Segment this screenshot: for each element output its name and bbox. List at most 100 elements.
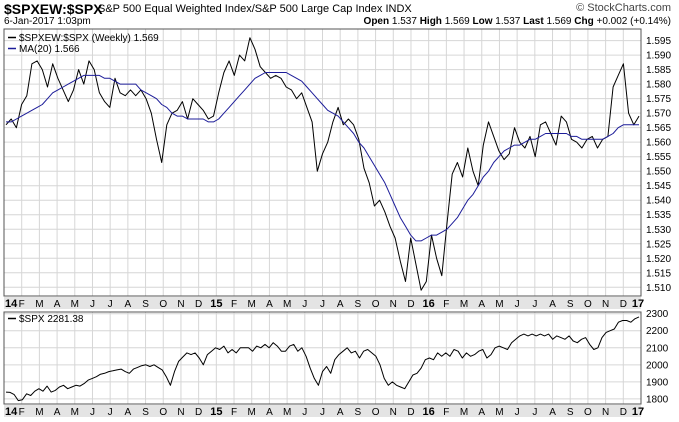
x-tick-label: F [443, 407, 449, 418]
x-tick-label: A [266, 407, 273, 418]
x-tick-label: 14 [5, 298, 18, 310]
x-tick-label: M [35, 407, 43, 418]
x-tick-label: 17 [632, 406, 644, 418]
x-tick-label: J [532, 299, 537, 310]
x-tick-label: F [231, 299, 237, 310]
y-tick-label: 1.560 [646, 138, 671, 149]
open-label: Open [363, 16, 390, 27]
ohlc-summary: Open 1.537 High 1.569 Low 1.537 Last 1.5… [364, 16, 671, 27]
x-tick-label: N [390, 299, 397, 310]
x-tick-label: N [177, 407, 184, 418]
x-tick-label: M [248, 407, 256, 418]
x-tick-label: S [142, 407, 149, 418]
x-axis-band [4, 405, 641, 417]
x-tick-label: S [355, 407, 362, 418]
series-line-2 [6, 72, 639, 242]
low-value: 1.537 [495, 16, 521, 27]
x-tick-label: 16 [423, 298, 435, 310]
y-tick-label: 1.575 [646, 94, 671, 105]
x-tick-label: 14 [5, 406, 18, 418]
x-tick-label: A [125, 299, 132, 310]
x-tick-label: F [443, 299, 449, 310]
x-tick-label: A [478, 299, 485, 310]
x-tick-label: 15 [210, 298, 222, 310]
x-tick-label: F [19, 407, 25, 418]
y-tick-label: 1.590 [646, 51, 671, 62]
legend-label: MA(20) 1.566 [19, 44, 80, 55]
y-tick-label: 1.570 [646, 109, 671, 120]
x-tick-label: A [266, 299, 273, 310]
y-tick-label: 2200 [646, 326, 669, 337]
x-tick-label: D [407, 407, 414, 418]
y-tick-label: 1.595 [646, 36, 671, 47]
x-tick-label: O [372, 299, 380, 310]
x-tick-label: S [142, 299, 149, 310]
y-tick-label: 1900 [646, 377, 669, 388]
x-tick-label: S [567, 407, 574, 418]
y-tick-label: 1.585 [646, 65, 671, 76]
x-tick-label: D [620, 299, 627, 310]
x-tick-label: J [532, 407, 537, 418]
x-tick-label: M [460, 299, 468, 310]
y-tick-label: 2100 [646, 343, 669, 354]
chart-date: 6-Jan-2017 1:03pm [4, 16, 91, 27]
x-tick-label: M [495, 407, 503, 418]
y-tick-label: 1.545 [646, 181, 671, 192]
low-label: Low [472, 16, 493, 27]
x-tick-label: J [515, 407, 520, 418]
y-tick-label: 1.555 [646, 152, 671, 163]
x-tick-label: D [620, 407, 627, 418]
series-line-1 [5, 316, 640, 402]
stockcharts-credit[interactable]: © StockCharts.com [576, 2, 671, 14]
x-tick-label: J [302, 299, 307, 310]
x-tick-label: 17 [632, 298, 644, 310]
x-tick-label: 15 [210, 406, 222, 418]
x-tick-label: A [478, 407, 485, 418]
x-tick-label: J [320, 299, 325, 310]
last-value: 1.569 [546, 16, 572, 27]
x-tick-label: M [71, 299, 79, 310]
x-tick-label: S [355, 299, 362, 310]
x-tick-label: J [108, 407, 113, 418]
y-tick-label: 1800 [646, 394, 669, 405]
x-tick-label: A [549, 407, 556, 418]
x-tick-label: J [302, 407, 307, 418]
y-tick-label: 1.550 [646, 167, 671, 178]
x-tick-label: M [283, 299, 291, 310]
x-tick-label: A [54, 407, 61, 418]
x-tick-label: F [19, 299, 25, 310]
last-label: Last [523, 16, 544, 27]
x-tick-label: J [515, 299, 520, 310]
legend-label: $SPXEW:$SPX (Weekly) 1.569 [19, 33, 159, 44]
x-tick-label: O [372, 407, 380, 418]
x-tick-label: M [460, 407, 468, 418]
x-tick-label: M [248, 299, 256, 310]
x-tick-label: A [337, 299, 344, 310]
chart-symbol: $SPXEW:$SPX [4, 1, 103, 17]
x-tick-label: D [195, 299, 202, 310]
y-tick-label: 1.580 [646, 80, 671, 91]
x-tick-label: D [407, 299, 414, 310]
x-tick-label: N [177, 299, 184, 310]
y-tick-label: 1.515 [646, 268, 671, 279]
plot-frame [3, 311, 642, 405]
legend-label: $SPX 2281.38 [19, 314, 84, 325]
x-tick-label: F [231, 407, 237, 418]
x-tick-label: A [125, 407, 132, 418]
x-tick-label: N [390, 407, 397, 418]
plot-frame [3, 28, 642, 297]
x-tick-label: M [283, 407, 291, 418]
chg-value: +0.002 (+0.14%) [596, 16, 672, 27]
chg-label: Chg [574, 16, 594, 27]
x-tick-label: O [159, 407, 167, 418]
x-tick-label: D [195, 407, 202, 418]
x-tick-label: M [71, 407, 79, 418]
high-label: High [419, 16, 442, 27]
y-tick-label: 1.520 [646, 254, 671, 265]
y-tick-label: 1.525 [646, 239, 671, 250]
exchange-text: INDX [385, 3, 412, 15]
y-tick-label: 1.530 [646, 225, 671, 236]
chart-panel-1: 1.510 1.515 1.520 1.525 1.530 1.535 1.540 1.545… [3, 28, 671, 310]
